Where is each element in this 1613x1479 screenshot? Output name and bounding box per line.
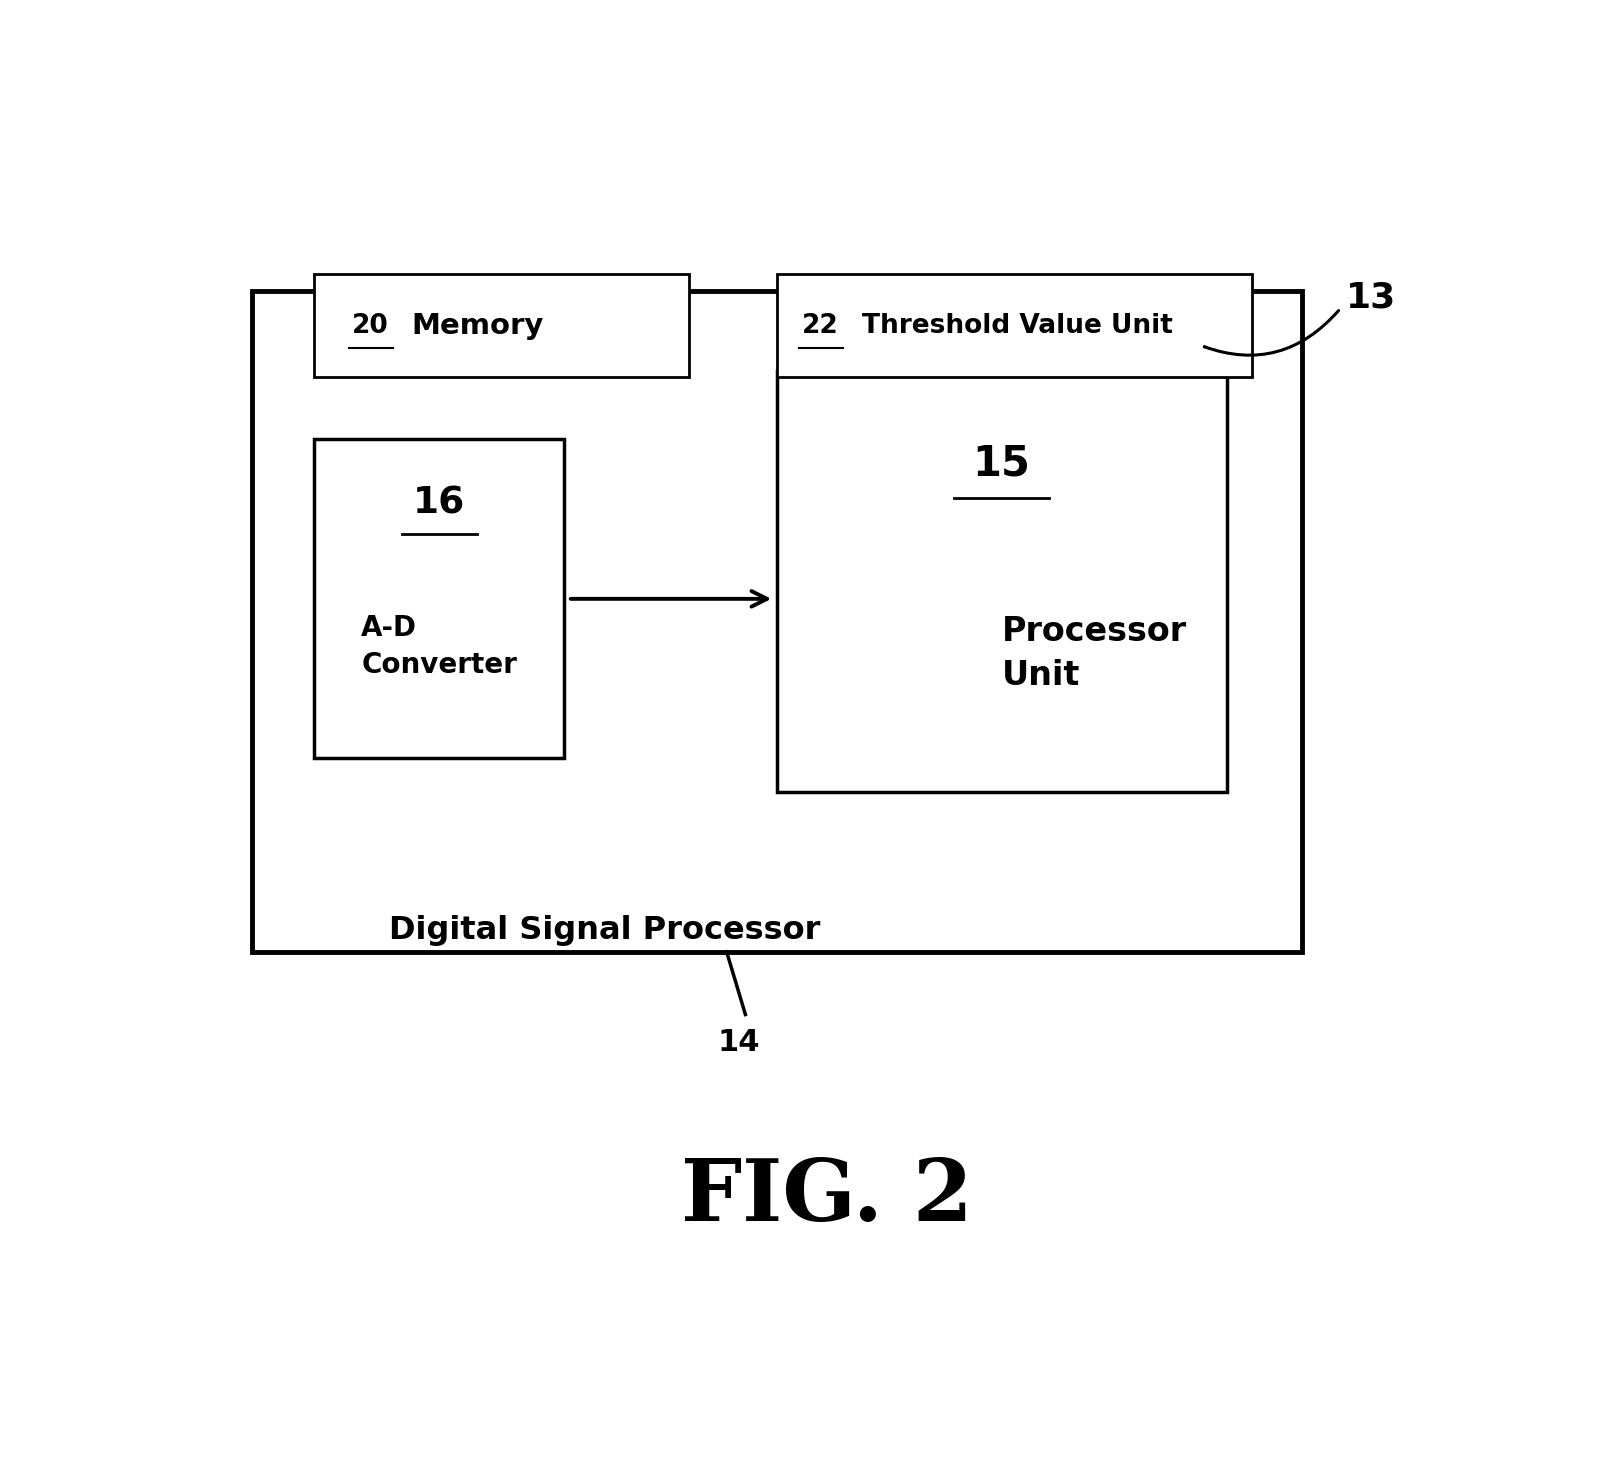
Text: A-D
Converter: A-D Converter — [361, 614, 518, 679]
Bar — [315, 439, 565, 759]
Bar — [777, 371, 1227, 793]
Text: FIG. 2: FIG. 2 — [681, 1155, 973, 1239]
Bar — [777, 274, 1252, 377]
Bar — [315, 274, 689, 377]
Text: Processor
Unit: Processor Unit — [1002, 615, 1187, 692]
Text: 16: 16 — [413, 485, 465, 521]
Text: Digital Signal Processor: Digital Signal Processor — [389, 916, 821, 947]
Text: 22: 22 — [802, 312, 839, 339]
Bar — [252, 291, 1302, 952]
Text: 13: 13 — [1345, 280, 1395, 314]
FancyArrowPatch shape — [1205, 311, 1339, 355]
Text: Memory: Memory — [411, 312, 544, 340]
Text: 20: 20 — [352, 312, 389, 339]
Text: Threshold Value Unit: Threshold Value Unit — [861, 312, 1173, 339]
Text: 15: 15 — [973, 442, 1031, 485]
Text: 14: 14 — [718, 1028, 760, 1057]
